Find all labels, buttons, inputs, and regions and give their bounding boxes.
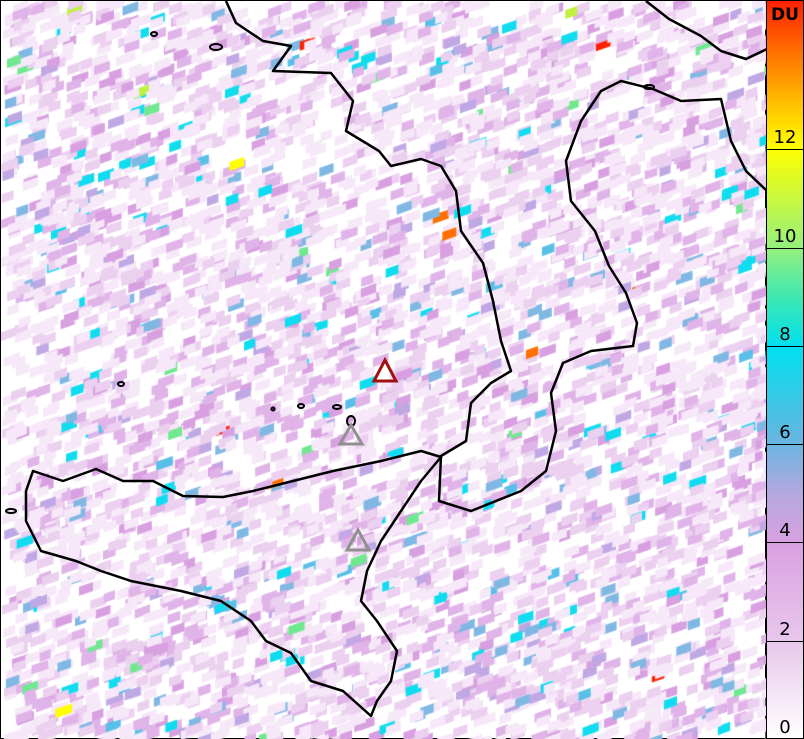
colorbar-tick-label: 2 [779,618,791,640]
colorbar-tick-label: 12 [773,127,797,149]
colorbar-tick-label: 0 [779,717,791,738]
colorbar-tick [767,542,803,544]
volcano-marker [344,526,372,552]
colorbar-tick [767,444,803,446]
volcano-marker [337,422,365,446]
coastline-sicily [24,449,443,718]
coastline-layer [5,1,767,718]
colorbar-unit: DU [771,5,799,25]
colorbar-tick-label: 10 [773,225,797,247]
colorbar-tick [767,149,803,151]
colorbar: DU 0 2 4 6 8 10 12 [766,0,804,739]
colorbar-tick [767,640,803,642]
coastline-mainland-west [224,1,767,513]
volcano-marker-active [371,356,399,383]
marker-layer [337,356,399,552]
map-panel [0,0,767,739]
so2-pixel-layer [1,1,767,739]
colorbar-tick [767,345,803,347]
colorbar-tick-label: 4 [779,520,791,542]
colorbar-tick-label: 8 [779,323,791,345]
colorbar-tick [767,247,803,249]
colorbar-tick-label: 6 [779,422,791,444]
coastline-mainland-east [645,1,767,61]
